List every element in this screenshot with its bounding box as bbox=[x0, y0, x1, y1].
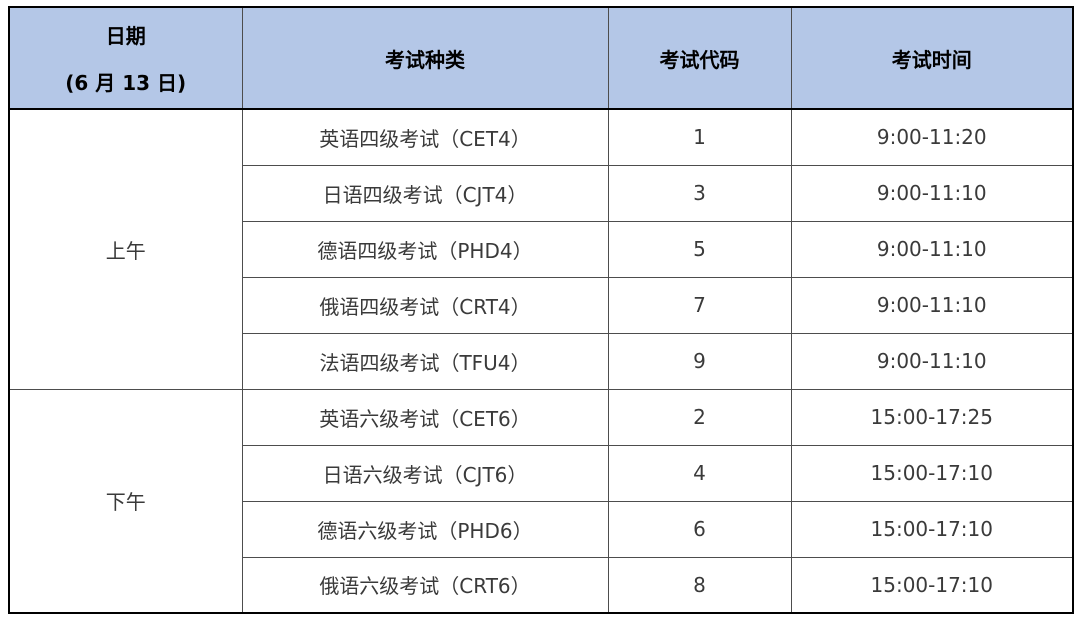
exam-code-cell: 8 bbox=[607, 556, 792, 614]
table-row: 日语六级考试（CJT6） 4 15:00-17:10 bbox=[9, 444, 1074, 502]
exam-time-cell: 15:00-17:25 bbox=[790, 388, 1074, 446]
header-exam-code: 考试代码 bbox=[607, 6, 792, 110]
exam-code-cell: 6 bbox=[607, 500, 792, 558]
header-date-subtitle: (6 月 13 日) bbox=[65, 71, 187, 95]
exam-type-cell: 英语六级考试（CET6） bbox=[241, 388, 609, 446]
exam-type-cell: 德语四级考试（PHD4） bbox=[241, 220, 609, 278]
exam-code-cell: 4 bbox=[607, 444, 792, 502]
exam-code-cell: 7 bbox=[607, 276, 792, 334]
table-row: 俄语六级考试（CRT6） 8 15:00-17:10 bbox=[9, 556, 1074, 614]
exam-time-cell: 9:00-11:10 bbox=[790, 164, 1074, 222]
exam-type-cell: 英语四级考试（CET4） bbox=[241, 108, 609, 166]
exam-time-cell: 15:00-17:10 bbox=[790, 500, 1074, 558]
period-cell-afternoon: 下午 bbox=[8, 388, 243, 614]
table-row: 日语四级考试（CJT4） 3 9:00-11:10 bbox=[9, 164, 1074, 222]
header-exam-type: 考试种类 bbox=[241, 6, 609, 110]
table-row: 上午 英语四级考试（CET4） 1 9:00-11:20 bbox=[8, 108, 1074, 390]
exam-type-cell: 德语六级考试（PHD6） bbox=[241, 500, 609, 558]
exam-type-cell: 日语四级考试（CJT4） bbox=[241, 164, 609, 222]
header-row: 日期 (6 月 13 日) 考试种类 考试代码 考试时间 bbox=[8, 6, 1074, 110]
exam-code-cell: 1 bbox=[607, 108, 792, 166]
exam-time-cell: 9:00-11:20 bbox=[790, 108, 1074, 166]
exam-time-cell: 9:00-11:10 bbox=[790, 332, 1074, 390]
exam-time-cell: 9:00-11:10 bbox=[790, 276, 1074, 334]
exam-type-cell: 俄语四级考试（CRT4） bbox=[241, 276, 609, 334]
table-row: 俄语四级考试（CRT4） 7 9:00-11:10 bbox=[9, 276, 1074, 334]
header-date: 日期 (6 月 13 日) bbox=[8, 6, 243, 110]
exam-type-cell: 法语四级考试（TFU4） bbox=[241, 332, 609, 390]
exam-code-cell: 2 bbox=[607, 388, 792, 446]
table-row: 德语六级考试（PHD6） 6 15:00-17:10 bbox=[9, 500, 1074, 558]
exam-time-cell: 9:00-11:10 bbox=[790, 220, 1074, 278]
exam-time-cell: 15:00-17:10 bbox=[790, 444, 1074, 502]
exam-type-cell: 日语六级考试（CJT6） bbox=[241, 444, 609, 502]
table-row: 德语四级考试（PHD4） 5 9:00-11:10 bbox=[9, 220, 1074, 278]
header-exam-time: 考试时间 bbox=[790, 6, 1074, 110]
period-cell-morning: 上午 bbox=[8, 108, 243, 390]
table-row: 下午 英语六级考试（CET6） 2 15:00-17:25 bbox=[8, 388, 1074, 614]
header-date-title: 日期 bbox=[105, 24, 146, 48]
exam-type-cell: 俄语六级考试（CRT6） bbox=[241, 556, 609, 614]
exam-code-cell: 3 bbox=[607, 164, 792, 222]
exam-code-cell: 9 bbox=[607, 332, 792, 390]
exam-schedule-table: 日期 (6 月 13 日) 考试种类 考试代码 考试时间 上午 英语四级考试（C… bbox=[8, 6, 1074, 614]
exam-time-cell: 15:00-17:10 bbox=[790, 556, 1074, 614]
exam-code-cell: 5 bbox=[607, 220, 792, 278]
